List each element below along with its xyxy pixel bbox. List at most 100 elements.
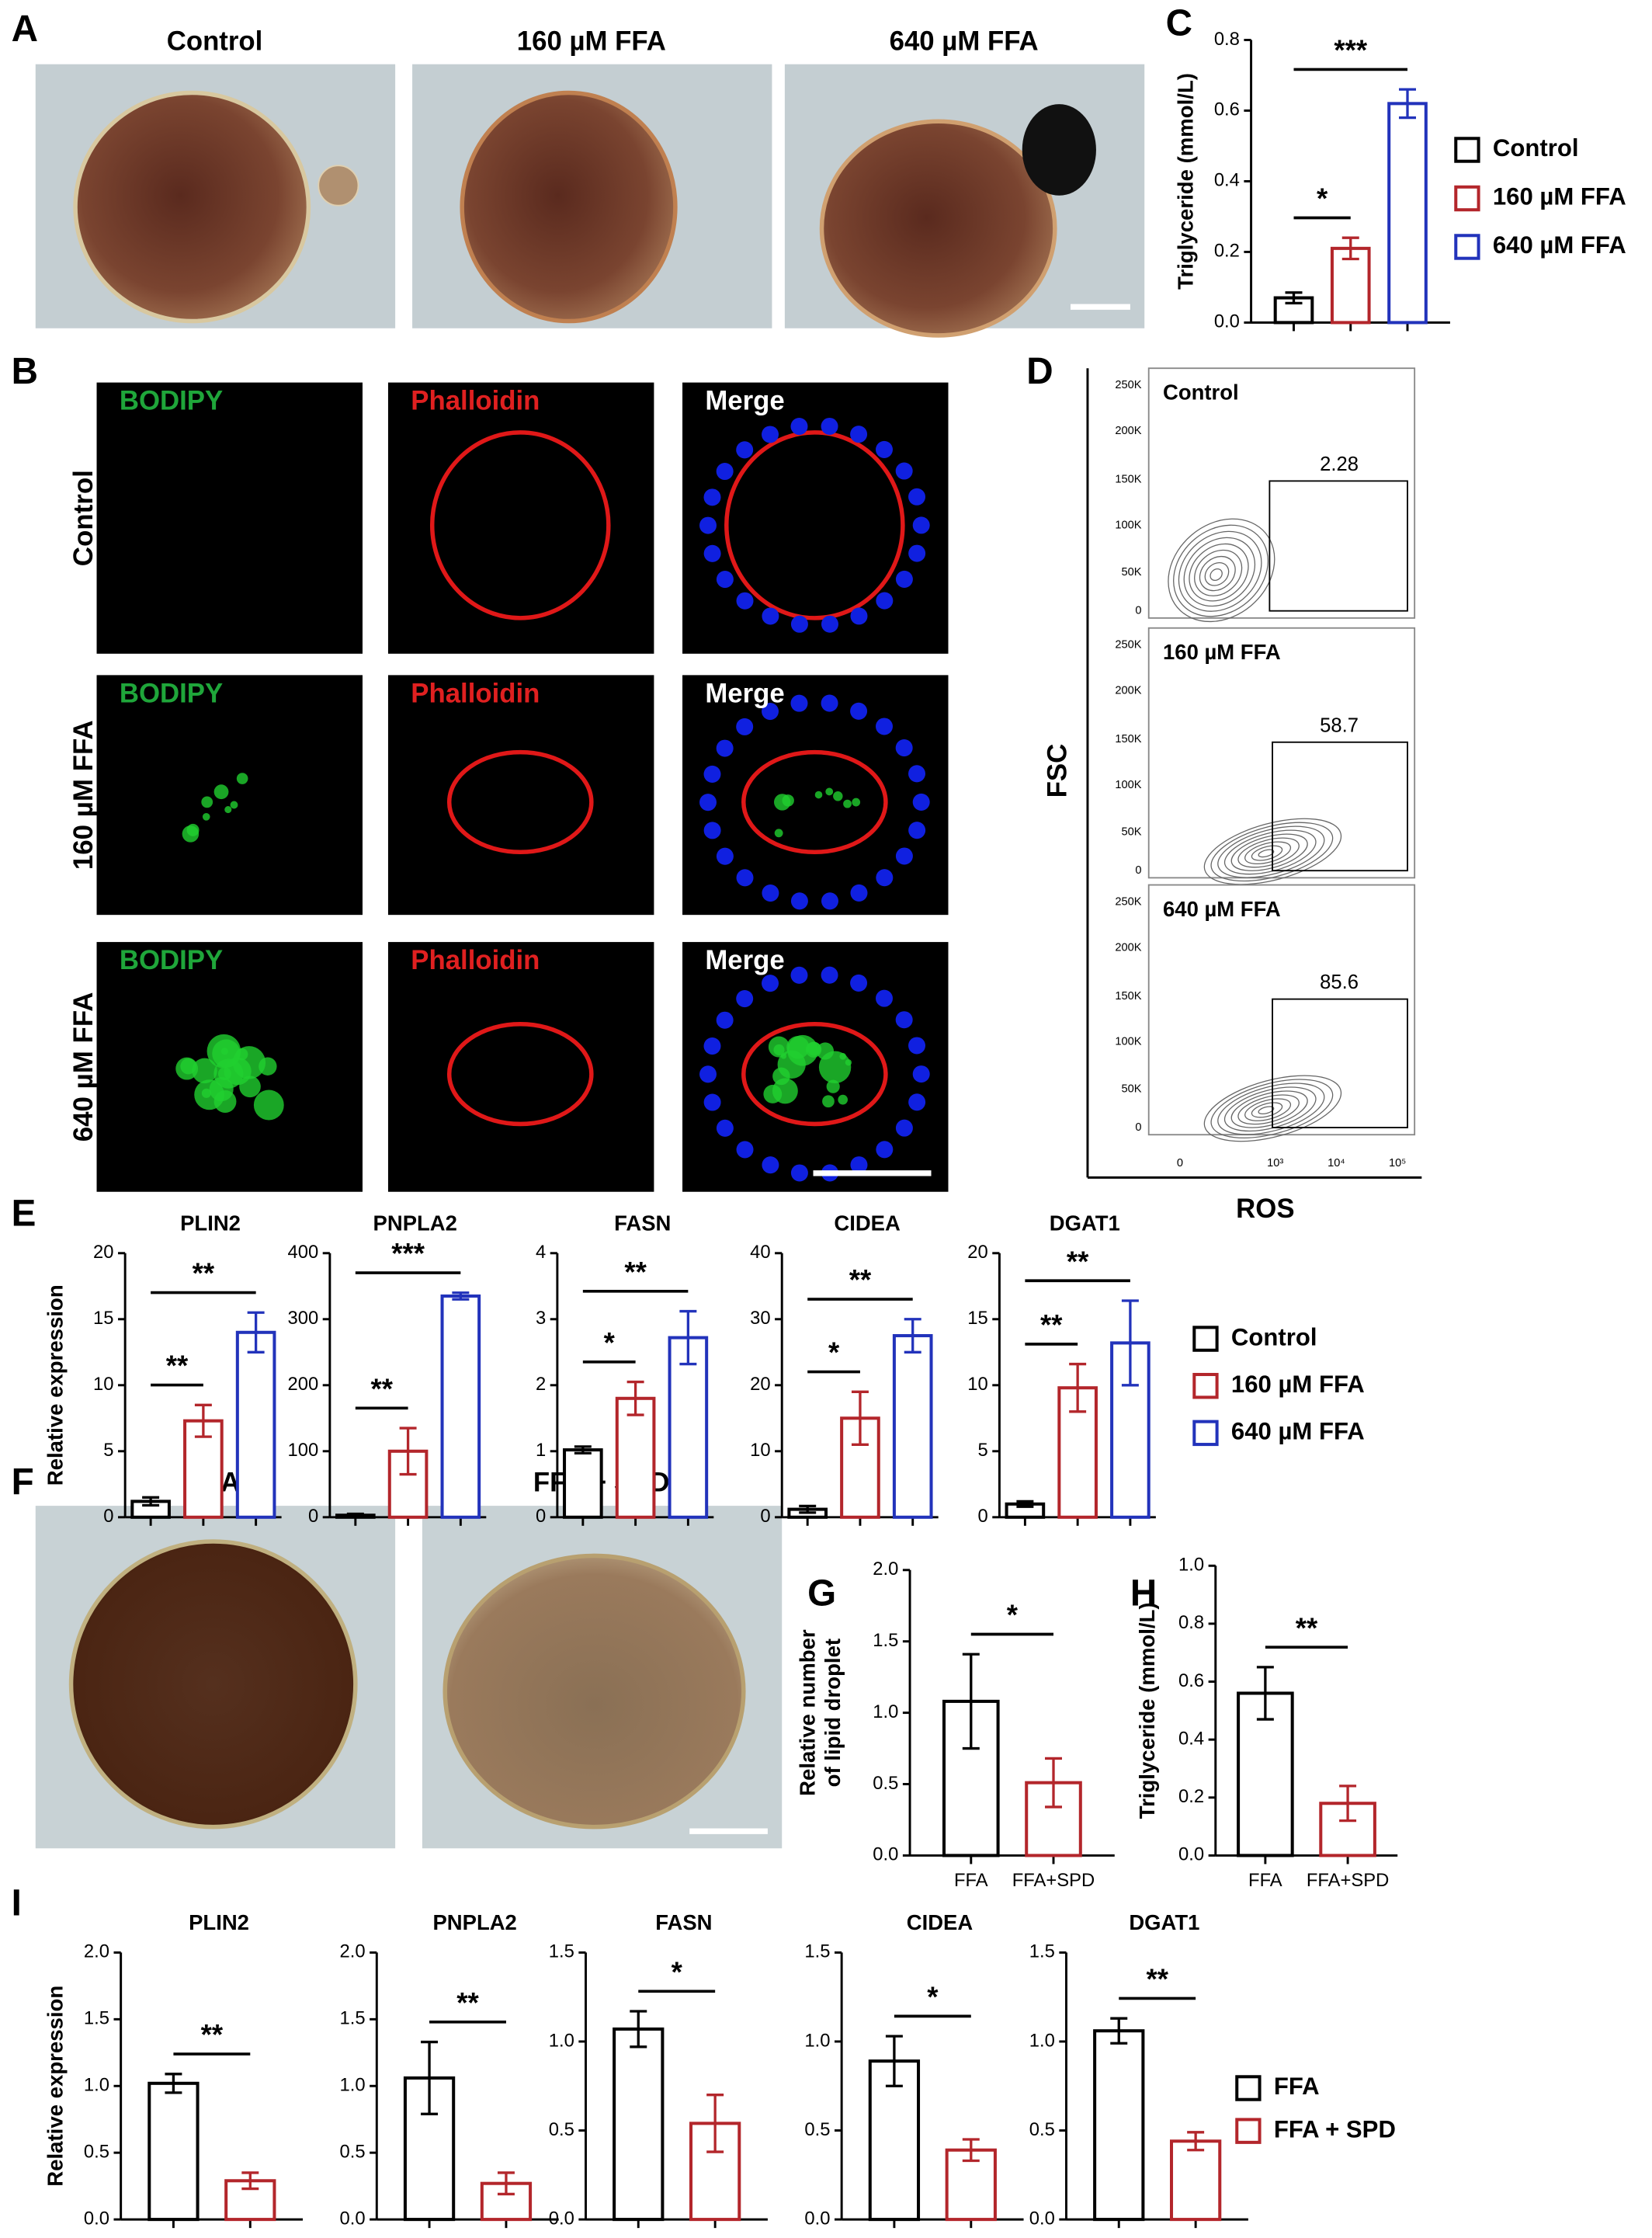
channel-label: BODIPY	[120, 945, 223, 975]
error-bar	[1285, 291, 1303, 305]
nucleus	[736, 869, 754, 887]
panel-label: D	[1026, 351, 1053, 392]
legend-swatch	[1192, 1326, 1219, 1352]
nucleus	[850, 607, 868, 625]
contour	[1230, 833, 1308, 871]
y-tick-label: 0.2	[1178, 1786, 1204, 1807]
x-tick-label: 10⁴	[1328, 1157, 1345, 1169]
y-tick-label: 50K	[1122, 566, 1142, 579]
contour	[1189, 543, 1249, 602]
cell	[460, 90, 678, 324]
y-tick-label: 0.5	[84, 2141, 109, 2162]
y-tick-label: 2.0	[873, 1559, 898, 1579]
legend-swatch	[1235, 2075, 1262, 2101]
x-tick-label: FFA+SPD	[1012, 1870, 1095, 1891]
contour	[1258, 849, 1275, 858]
nucleus	[716, 463, 734, 481]
lipid	[213, 1090, 237, 1113]
nucleus	[895, 847, 913, 865]
panel-label: G	[807, 1573, 836, 1614]
actin-ring	[724, 430, 905, 620]
y-tick-label: 1.5	[549, 1941, 574, 1962]
lipid	[217, 1067, 231, 1081]
x-tick-label: FFA	[1248, 1870, 1282, 1891]
y-tick-label: 100K	[1115, 519, 1141, 531]
contour	[1217, 1083, 1325, 1135]
chart-title: PNPLA2	[432, 1910, 516, 1934]
y-tick-label: 1.5	[84, 2008, 109, 2029]
cell	[73, 90, 311, 324]
actin-ring	[741, 1022, 888, 1127]
image-label: 160 µM FFA	[517, 26, 666, 56]
error-bar	[1339, 1784, 1357, 1823]
chart-title: CIDEA	[907, 1910, 974, 1934]
y-tick-label: 15	[967, 1308, 987, 1329]
y-tick-label: 1.0	[1178, 1555, 1204, 1576]
legend-label: FFA + SPD	[1274, 2115, 1396, 2142]
bar	[615, 1396, 656, 1519]
y-tick-label: 0	[1135, 1121, 1141, 1134]
legend-swatch	[1454, 137, 1480, 163]
nucleus	[736, 592, 754, 610]
significance-label: *	[604, 1326, 616, 1358]
error-bar	[421, 2040, 439, 2116]
y-tick-label: 200K	[1115, 425, 1141, 437]
cell	[318, 165, 359, 207]
lipid	[236, 773, 248, 784]
y-tick-label: 1.5	[1029, 1941, 1055, 1962]
legend-swatch	[1192, 1372, 1219, 1399]
error-bar	[1045, 1757, 1062, 1809]
nucleus	[703, 1037, 721, 1055]
error-bar	[194, 1403, 212, 1438]
nucleus	[790, 615, 808, 633]
panel-name: Control	[1163, 381, 1239, 405]
y-tick-label: 20	[93, 1242, 113, 1263]
lipid	[192, 1058, 217, 1084]
row-label: Control	[68, 470, 99, 566]
bar	[868, 2059, 921, 2222]
significance-label: **	[193, 1257, 215, 1289]
lipid	[213, 784, 229, 800]
channel-label: BODIPY	[120, 678, 223, 708]
panel-label: F	[12, 1461, 34, 1503]
y-tick-label: 5	[103, 1440, 113, 1461]
y-tick-label: 0.0	[1029, 2208, 1055, 2229]
legend-swatch	[1454, 234, 1480, 260]
nucleus	[699, 1065, 717, 1083]
nucleus	[762, 1156, 779, 1174]
significance-label: **	[456, 1986, 479, 2018]
nucleus	[762, 426, 779, 443]
fluorescence-image	[682, 942, 949, 1192]
y-tick-label: 20	[967, 1242, 987, 1263]
significance-label: **	[1296, 1612, 1318, 1644]
actin-ring	[446, 1022, 594, 1127]
error-bar	[962, 1652, 980, 1750]
bar	[613, 2027, 665, 2222]
nucleus	[895, 739, 913, 757]
nucleus	[850, 702, 868, 720]
nucleus	[699, 794, 717, 811]
nucleus	[762, 703, 779, 721]
lipid	[253, 1089, 284, 1121]
nucleus	[912, 516, 930, 534]
nucleus	[821, 892, 838, 910]
contour	[1204, 561, 1230, 586]
x-tick-label: 0	[1177, 1157, 1183, 1169]
lipid	[230, 801, 238, 809]
bar	[892, 1334, 933, 1519]
legend-label: FFA	[1274, 2073, 1320, 2100]
nucleus	[703, 1093, 721, 1111]
error-bar	[452, 1291, 470, 1301]
gate	[1268, 480, 1408, 612]
y-tick-label: 0.0	[84, 2208, 109, 2229]
y-tick-label: 2	[536, 1374, 546, 1395]
error-bar	[626, 1380, 644, 1416]
error-bar	[241, 2171, 259, 2191]
lipid	[232, 1046, 266, 1079]
nucleus	[736, 441, 754, 459]
chart-title: FASN	[614, 1211, 671, 1235]
y-axis-label: Relative expression	[43, 1986, 68, 2187]
y-tick-label: 10	[93, 1374, 113, 1395]
legend-swatch	[1235, 2118, 1262, 2144]
contour	[1244, 1098, 1292, 1121]
